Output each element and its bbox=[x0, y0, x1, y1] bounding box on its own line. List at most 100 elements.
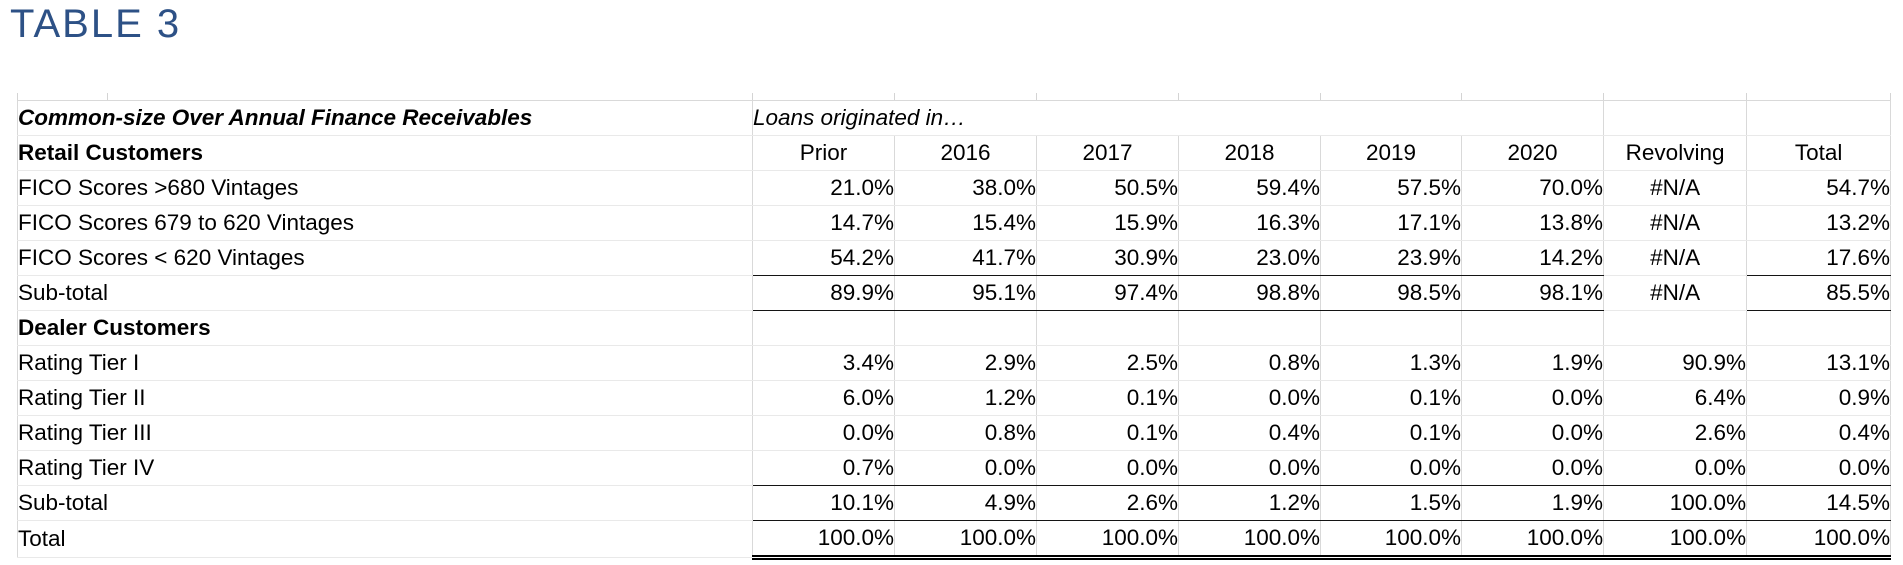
gridline-tick bbox=[1461, 93, 1462, 100]
value-cell: 90.9% bbox=[1603, 345, 1748, 381]
row-label: Total bbox=[17, 520, 753, 558]
table-title: Common-size Over Annual Finance Receivab… bbox=[17, 100, 753, 136]
table-row: FICO Scores < 620 Vintages 54.2% 41.7% 30.9… bbox=[17, 240, 1892, 276]
value-cell: 100.0% bbox=[1746, 520, 1892, 560]
value-cell: 2.6% bbox=[1036, 485, 1179, 521]
value-cell: 0.0% bbox=[1746, 450, 1892, 486]
row-label: Sub-total bbox=[17, 485, 753, 521]
value-cell: 15.9% bbox=[1036, 205, 1179, 241]
row-label: FICO Scores < 620 Vintages bbox=[17, 240, 753, 276]
finance-table-container: Common-size Over Annual Finance Receivab… bbox=[17, 93, 1892, 560]
value-cell: 100.0% bbox=[894, 520, 1037, 560]
value-cell: 97.4% bbox=[1036, 275, 1179, 311]
value-cell: 100.0% bbox=[1178, 520, 1321, 560]
value-cell: 50.5% bbox=[1036, 170, 1179, 206]
value-cell: 100.0% bbox=[1603, 520, 1748, 560]
value-cell: 70.0% bbox=[1461, 170, 1605, 206]
value-cell bbox=[1178, 310, 1321, 346]
value-cell: 17.1% bbox=[1320, 205, 1462, 241]
value-cell: 0.0% bbox=[1461, 415, 1605, 451]
value-cell: 0.8% bbox=[1178, 345, 1321, 381]
row-label: Rating Tier III bbox=[17, 415, 753, 451]
value-cell: 13.1% bbox=[1746, 345, 1892, 381]
value-cell: 1.9% bbox=[1461, 345, 1605, 381]
row-label: Rating Tier II bbox=[17, 380, 753, 416]
empty-cell bbox=[1603, 100, 1748, 136]
table-row: Rating Tier IV 0.7% 0.0% 0.0% 0.0% 0.0% 0.0% 0.… bbox=[17, 450, 1892, 486]
column-header-2018: 2018 bbox=[1178, 135, 1321, 171]
row-label: Rating Tier IV bbox=[17, 450, 753, 486]
value-cell: 0.0% bbox=[1036, 450, 1179, 486]
gridline-tick bbox=[894, 93, 895, 100]
value-cell: 0.1% bbox=[1036, 380, 1179, 416]
value-cell: 4.9% bbox=[894, 485, 1037, 521]
value-cell: 10.1% bbox=[752, 485, 895, 521]
value-cell: 59.4% bbox=[1178, 170, 1321, 206]
value-cell: 0.1% bbox=[1320, 415, 1462, 451]
value-cell: 30.9% bbox=[1036, 240, 1179, 276]
column-header-revolving: Revolving bbox=[1603, 135, 1748, 171]
value-cell: 14.2% bbox=[1461, 240, 1605, 276]
value-cell: 1.5% bbox=[1320, 485, 1462, 521]
value-cell: 1.9% bbox=[1461, 485, 1605, 521]
value-cell: 0.0% bbox=[1461, 450, 1605, 486]
value-cell: 0.1% bbox=[1036, 415, 1179, 451]
table-row: FICO Scores >680 Vintages 21.0% 38.0% 50.5%… bbox=[17, 170, 1892, 206]
value-cell: 54.2% bbox=[752, 240, 895, 276]
gridline-tick bbox=[1746, 93, 1747, 100]
value-cell: 0.8% bbox=[894, 415, 1037, 451]
table-row: Rating Tier II 6.0% 1.2% 0.1% 0.0% 0.1% 0.0% 6.… bbox=[17, 380, 1892, 416]
table-row: FICO Scores 679 to 620 Vintages 14.7% 15.4… bbox=[17, 205, 1892, 241]
value-cell: 98.1% bbox=[1461, 275, 1605, 311]
section-header-retail-customers: Retail Customers bbox=[17, 135, 753, 171]
value-cell: 14.5% bbox=[1746, 485, 1892, 521]
value-cell: 1.2% bbox=[1178, 485, 1321, 521]
value-cell: 0.9% bbox=[1746, 380, 1892, 416]
table-row: Sub-total 10.1% 4.9% 2.6% 1.2% 1.5% 1.9% 100.0%… bbox=[17, 485, 1892, 521]
table-row: Rating Tier III 0.0% 0.8% 0.1% 0.4% 0.1% 0.0% 2… bbox=[17, 415, 1892, 451]
row-label: FICO Scores >680 Vintages bbox=[17, 170, 753, 206]
row-label: Rating Tier I bbox=[17, 345, 753, 381]
value-cell: 15.4% bbox=[894, 205, 1037, 241]
value-cell: 2.9% bbox=[894, 345, 1037, 381]
value-cell: 0.7% bbox=[752, 450, 895, 486]
column-header-2016: 2016 bbox=[894, 135, 1037, 171]
value-cell: 100.0% bbox=[1461, 520, 1605, 560]
value-cell: 21.0% bbox=[752, 170, 895, 206]
column-header-2017: 2017 bbox=[1036, 135, 1179, 171]
empty-cell bbox=[1746, 100, 1892, 136]
value-cell: 100.0% bbox=[1320, 520, 1462, 560]
column-header-2019: 2019 bbox=[1320, 135, 1462, 171]
finance-receivables-table: Common-size Over Annual Finance Receivab… bbox=[17, 100, 1892, 560]
value-cell: 3.4% bbox=[752, 345, 895, 381]
value-cell: 98.8% bbox=[1178, 275, 1321, 311]
origination-caption: Loans originated in… bbox=[752, 100, 1605, 136]
value-cell: 0.0% bbox=[752, 415, 895, 451]
value-cell: 23.0% bbox=[1178, 240, 1321, 276]
value-cell: 38.0% bbox=[894, 170, 1037, 206]
value-cell: 0.1% bbox=[1320, 380, 1462, 416]
column-header-prior: Prior bbox=[752, 135, 895, 171]
value-cell: 0.0% bbox=[1603, 450, 1748, 486]
gridline-tick bbox=[1320, 93, 1321, 100]
value-cell: 0.4% bbox=[1746, 415, 1892, 451]
value-cell bbox=[1603, 310, 1748, 346]
page-title: TABLE 3 bbox=[10, 2, 182, 46]
value-cell: 13.8% bbox=[1461, 205, 1605, 241]
na-value-cell: #N/A bbox=[1603, 275, 1748, 311]
column-header-2020: 2020 bbox=[1461, 135, 1605, 171]
value-cell: 100.0% bbox=[752, 520, 895, 560]
table-row: Sub-total 89.9% 95.1% 97.4% 98.8% 98.5% 98.1% #… bbox=[17, 275, 1892, 311]
table-row: Dealer Customers bbox=[17, 310, 1892, 346]
value-cell: 0.0% bbox=[1178, 450, 1321, 486]
value-cell: 89.9% bbox=[752, 275, 895, 311]
value-cell bbox=[1746, 310, 1892, 346]
value-cell: 57.5% bbox=[1320, 170, 1462, 206]
value-cell: 23.9% bbox=[1320, 240, 1462, 276]
gridline-tick bbox=[1603, 93, 1604, 100]
value-cell bbox=[1320, 310, 1462, 346]
value-cell bbox=[1036, 310, 1179, 346]
value-cell: 13.2% bbox=[1746, 205, 1892, 241]
column-header-row: Retail Customers Prior 2016 2017 2018 2019 202… bbox=[17, 135, 1892, 171]
gridline-ticks bbox=[17, 93, 1891, 100]
